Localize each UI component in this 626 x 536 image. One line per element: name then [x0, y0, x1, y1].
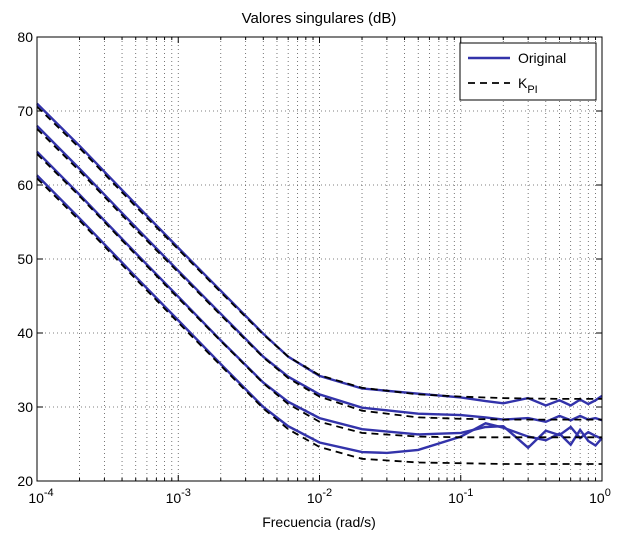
legend-label-kpi: KPI [518, 75, 538, 96]
axis-ticks [36, 36, 602, 482]
kpi-series-line [36, 105, 602, 400]
kpi-series-line [36, 128, 602, 421]
chart-title: Valores singulares (dB) [242, 10, 397, 27]
tick-labels: 20 30 40 50 60 70 80 10-4 10-3 10-2 10-1 100 [17, 29, 610, 506]
plot-lines [36, 102, 603, 465]
x-tick-label: 10-3 [166, 487, 191, 506]
y-tick-label: 80 [17, 29, 33, 45]
x-axis-label: Frecuencia (rad/s) [262, 514, 376, 530]
kpi-series-line [36, 153, 602, 439]
x-tick-label: 10-1 [448, 487, 473, 506]
y-tick-label: 30 [17, 399, 33, 415]
y-tick-label: 50 [17, 251, 33, 267]
grid [37, 37, 602, 481]
x-tick-label: 10-4 [28, 487, 53, 506]
y-tick-label: 20 [17, 473, 33, 489]
original-series-line [36, 124, 603, 424]
original-series-line [36, 102, 603, 407]
y-tick-label: 60 [17, 177, 33, 193]
legend-label-original: Original [518, 50, 566, 66]
original-series-line [36, 150, 603, 450]
legend-box [459, 42, 597, 101]
x-tick-label: 100 [589, 487, 611, 506]
x-tick-label: 10-2 [307, 487, 332, 506]
legend: Original KPI [459, 42, 597, 101]
y-tick-label: 40 [17, 325, 33, 341]
kpi-series-line [36, 177, 602, 465]
y-tick-label: 70 [17, 103, 33, 119]
